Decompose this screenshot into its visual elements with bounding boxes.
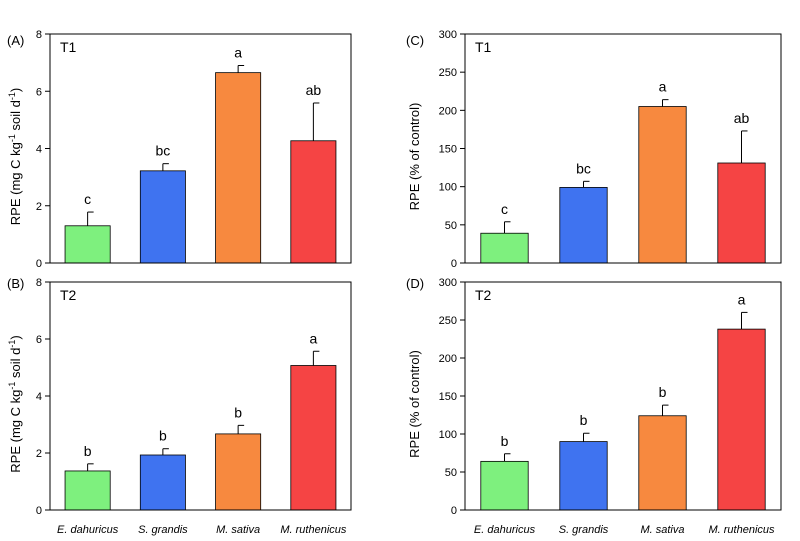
y-axis-title: RPE (mg C kg-1 soil d-1) [7,88,23,225]
panel-letter: (A) [7,33,24,48]
y-tick-label: 8 [36,277,42,289]
y-tick-label: 200 [439,105,457,117]
significance-letter: a [738,291,746,307]
y-tick-label: 0 [36,505,42,517]
bar [559,187,608,264]
y-tick-label: 250 [439,67,457,79]
significance-letter: b [501,433,509,449]
significance-letter: a [659,79,667,95]
chart-panel-a: (A) T1 c bc a ab 0 2 4 6 8 RPE (mg C kg-1 soil d-1) [7,29,352,270]
chart-panel-d: (D) T2 b E. dahuricus b S. grandis b M. sativa a… [406,276,782,536]
significance-letter: b [84,443,92,459]
panel-letter: (B) [7,276,24,291]
category-label: S. grandis [138,524,188,536]
bar [638,106,687,264]
significance-letter: bc [155,143,170,159]
y-tick-label: 50 [445,467,457,479]
bar [717,162,766,264]
y-tick-label: 250 [439,315,457,327]
significance-letter: c [501,201,508,217]
category-label: M. sativa [216,524,260,536]
treatment-label: T1 [60,39,77,55]
y-tick-label: 4 [36,144,42,156]
significance-letter: a [234,44,242,60]
y-tick-label: 300 [439,277,457,289]
y-tick-label: 100 [439,429,457,441]
bar [64,470,111,511]
significance-letter: b [234,404,242,420]
bar [215,433,262,511]
category-label: S. grandis [559,524,609,536]
category-label: E. dahuricus [474,524,536,536]
y-tick-label: 0 [36,258,42,270]
bar [215,72,262,264]
y-tick-label: 6 [36,86,42,98]
significance-letter: bc [576,160,591,176]
significance-letter: b [580,412,588,428]
y-axis-title: RPE (% of control) [407,103,422,211]
treatment-label: T2 [475,287,492,303]
category-label: M. sativa [640,524,684,536]
category-label: M. ruthenicus [280,524,347,536]
panel-letter: (C) [406,33,424,48]
bar [290,365,337,511]
significance-letter: ab [734,110,750,126]
bar [638,415,687,511]
y-tick-label: 6 [36,334,42,346]
y-tick-label: 8 [36,29,42,41]
bar [64,225,111,264]
bar [480,232,529,264]
bar [559,441,608,511]
y-tick-label: 150 [439,391,457,403]
y-tick-label: 100 [439,182,457,194]
y-tick-label: 2 [36,201,42,213]
bar [139,170,186,264]
y-tick-label: 0 [451,258,457,270]
significance-letter: b [659,384,667,400]
significance-letter: c [84,191,91,207]
y-tick-label: 0 [451,505,457,517]
significance-letter: b [159,428,167,444]
treatment-label: T2 [60,287,77,303]
y-tick-label: 300 [439,29,457,41]
bar [480,460,529,511]
chart-panel-c: (C) T1 c bc a ab 0 50 100 150 200 250 300 RPE (% of c… [406,29,782,270]
significance-letter: a [309,330,317,346]
treatment-label: T1 [475,39,492,55]
category-label: E. dahuricus [57,524,119,536]
y-axis-title: RPE (% of control) [407,350,422,458]
category-label: M. ruthenicus [708,524,775,536]
panel-letter: (D) [406,276,424,291]
y-axis-title: RPE (mg C kg-1 soil d-1) [7,335,23,472]
bar [139,454,186,511]
y-tick-label: 2 [36,448,42,460]
bar [290,140,337,264]
significance-letter: ab [306,82,322,98]
y-tick-label: 150 [439,144,457,156]
y-tick-label: 4 [36,391,42,403]
y-tick-label: 50 [445,220,457,232]
y-tick-label: 200 [439,353,457,365]
bar [717,328,766,511]
chart-panel-b: (B) T2 b E. dahuricus b S. grandis b M. sativa a… [7,276,352,536]
